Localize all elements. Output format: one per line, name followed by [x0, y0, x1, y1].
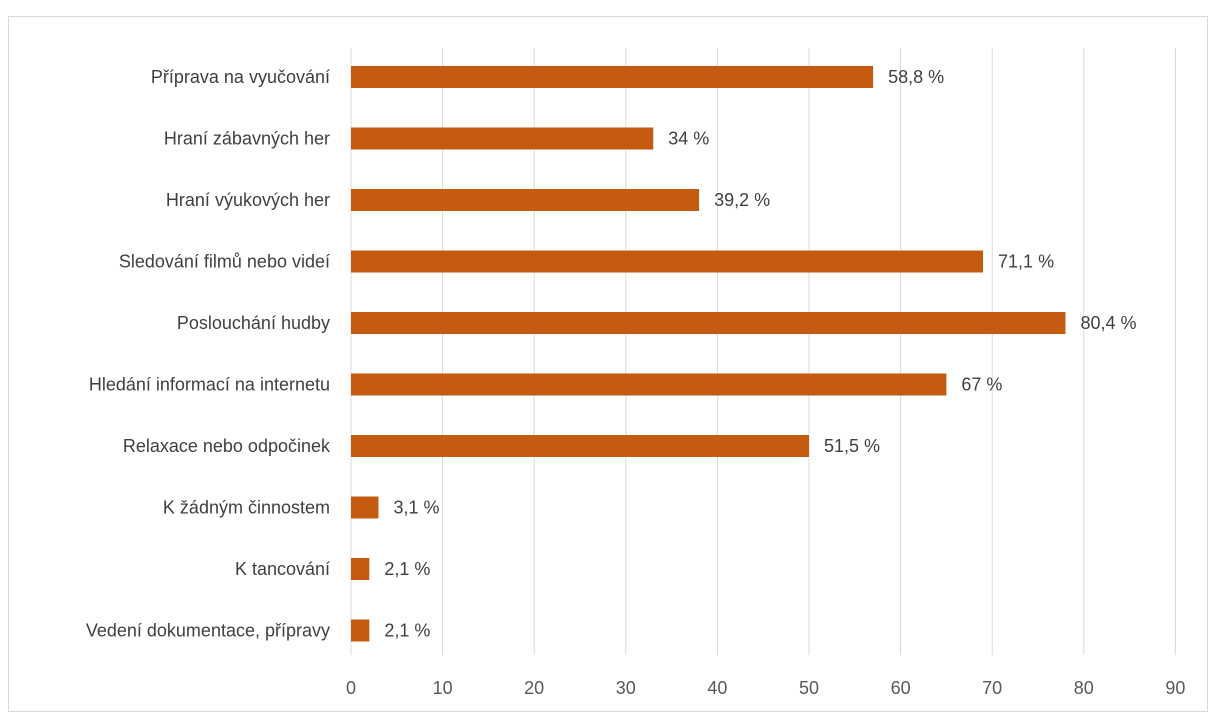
x-tick-label: 80 — [1074, 678, 1094, 698]
category-label: Sledování filmů nebo videí — [119, 252, 330, 272]
x-tick-label: 30 — [616, 678, 636, 698]
bar[interactable] — [351, 619, 370, 642]
category-label: Poslouchání hudby — [177, 313, 330, 333]
bar[interactable] — [351, 435, 809, 457]
data-label: 80,4 % — [1080, 313, 1136, 333]
bar[interactable] — [351, 250, 984, 273]
data-label: 39,2 % — [714, 190, 770, 210]
category-label: K tancování — [235, 559, 330, 579]
bar[interactable] — [351, 496, 379, 519]
x-tick-label: 50 — [799, 678, 819, 698]
data-label: 71,1 % — [998, 252, 1054, 272]
bar[interactable] — [351, 558, 370, 580]
category-label: K žádným činnostem — [163, 498, 330, 518]
data-label: 34 % — [668, 129, 709, 149]
x-tick-label: 90 — [1165, 678, 1185, 698]
x-tick-label: 10 — [433, 678, 453, 698]
bar[interactable] — [351, 373, 947, 396]
category-label: Hraní zábavných her — [164, 129, 330, 149]
x-tick-label: 20 — [524, 678, 544, 698]
data-label: 51,5 % — [824, 436, 880, 456]
x-tick-label: 40 — [707, 678, 727, 698]
data-label: 2,1 % — [384, 559, 430, 579]
data-label: 3,1 % — [393, 498, 439, 518]
data-label: 58,8 % — [888, 67, 944, 87]
category-label: Hraní výukových her — [166, 190, 330, 210]
x-tick-label: 70 — [982, 678, 1002, 698]
data-label: 67 % — [961, 375, 1002, 395]
category-label: Vedení dokumentace, přípravy — [86, 621, 330, 641]
data-label: 2,1 % — [384, 621, 430, 641]
bar[interactable] — [351, 312, 1066, 334]
category-label: Příprava na vyučování — [151, 67, 330, 87]
bar[interactable] — [351, 189, 700, 211]
bar[interactable] — [351, 66, 874, 88]
x-tick-label: 0 — [346, 678, 356, 698]
category-label: Relaxace nebo odpočinek — [123, 436, 331, 456]
category-label: Hledání informací na internetu — [89, 375, 330, 395]
bar[interactable] — [351, 127, 654, 150]
x-tick-label: 60 — [891, 678, 911, 698]
